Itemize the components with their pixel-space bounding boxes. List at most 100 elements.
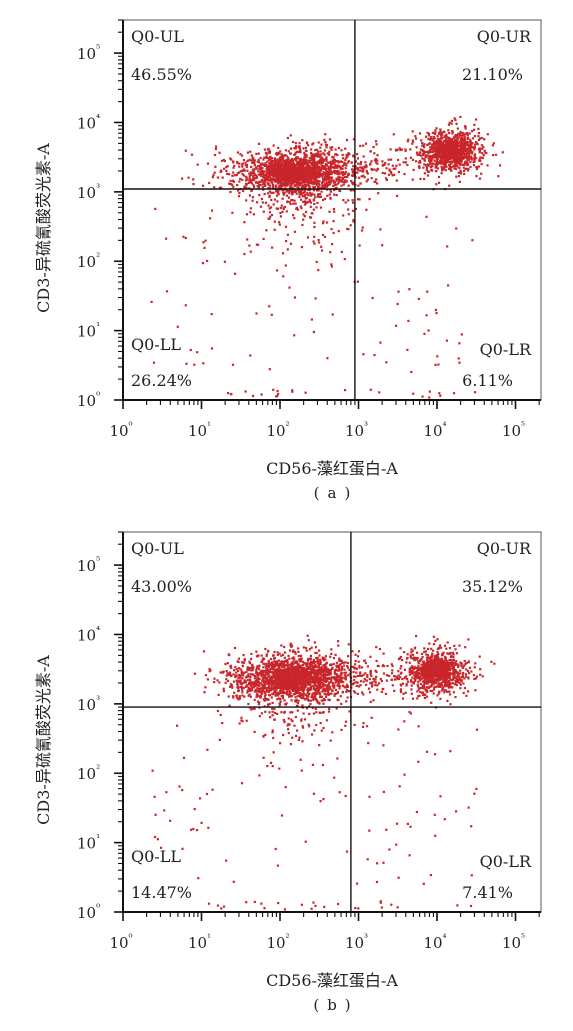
scatter-point xyxy=(314,174,318,177)
scatter-point xyxy=(248,194,251,197)
scatter-point xyxy=(340,171,343,174)
scatter-point xyxy=(239,686,242,689)
scatter-point xyxy=(253,159,256,162)
scatter-point xyxy=(263,182,266,185)
scatter-point xyxy=(376,154,379,157)
scatter-point xyxy=(444,138,447,141)
scatter-point xyxy=(311,182,314,185)
scatter-point xyxy=(325,156,328,159)
scatter-point xyxy=(343,172,346,175)
scatter-point xyxy=(229,179,232,182)
scatter-point xyxy=(264,680,267,684)
scatter-point xyxy=(329,160,332,163)
scatter-point xyxy=(338,667,341,670)
scatter-point xyxy=(293,189,296,192)
scatter-point xyxy=(351,183,354,186)
y-tick-label: 10⁴ xyxy=(77,113,100,132)
scatter-point xyxy=(305,679,308,682)
scatter-point xyxy=(320,190,323,193)
scatter-point xyxy=(464,154,467,157)
scatter-point xyxy=(360,167,364,170)
scatter-point xyxy=(256,673,259,676)
scatter-point xyxy=(313,235,316,238)
scatter-point xyxy=(397,171,401,174)
scatter-point xyxy=(315,206,318,209)
scatter-point xyxy=(259,174,263,178)
scatter-point xyxy=(327,172,331,175)
scatter-point xyxy=(439,394,442,397)
scatter-point xyxy=(307,144,310,147)
scatter-point xyxy=(343,161,346,164)
scatter-point xyxy=(344,175,347,179)
scatter-point xyxy=(269,680,272,683)
axis-ticks-a xyxy=(114,19,540,409)
scatter-point xyxy=(325,146,328,149)
scatter-point xyxy=(351,209,355,212)
scatter-point xyxy=(344,171,347,174)
scatter-point xyxy=(315,182,318,185)
scatter-point xyxy=(253,698,256,701)
scatter-point xyxy=(481,147,484,150)
scatter-point xyxy=(289,675,292,678)
scatter-point xyxy=(320,695,323,698)
scatter-point xyxy=(297,178,300,181)
scatter-point xyxy=(303,153,306,156)
scatter-point xyxy=(281,653,285,656)
scatter-point xyxy=(447,284,450,287)
scatter-point xyxy=(347,655,350,658)
scatter-point xyxy=(458,136,461,139)
scatter-point xyxy=(286,662,289,665)
scatter-point xyxy=(309,167,312,170)
scatter-point xyxy=(279,163,282,166)
scatter-point xyxy=(275,688,278,691)
scatter-point xyxy=(312,164,315,167)
scatter-point xyxy=(252,157,255,160)
scatter-point xyxy=(322,220,325,223)
scatter-point xyxy=(313,161,316,164)
scatter-point xyxy=(403,173,406,176)
scatter-point xyxy=(312,240,315,243)
scatter-point xyxy=(229,664,232,667)
scatter-point xyxy=(318,184,321,187)
scatter-point xyxy=(319,150,322,153)
scatter-point xyxy=(377,192,380,195)
scatter-point xyxy=(334,163,337,166)
scatter-point xyxy=(274,152,278,155)
scatter-point xyxy=(271,661,274,664)
scatter-point xyxy=(203,691,206,694)
scatter-point xyxy=(441,136,444,139)
scatter-point xyxy=(458,145,461,148)
scatter-point xyxy=(302,688,305,691)
scatter-point xyxy=(278,686,281,689)
scatter-point xyxy=(474,391,477,394)
scatter-point xyxy=(257,694,260,698)
scatter-point xyxy=(291,663,294,666)
scatter-point xyxy=(283,683,286,686)
scatter-point xyxy=(310,318,313,321)
scatter-point xyxy=(261,684,264,687)
scatter-point xyxy=(287,663,290,666)
scatter-point xyxy=(278,664,281,667)
scatter-point xyxy=(290,683,293,686)
scatter-point xyxy=(335,179,338,182)
scatter-point xyxy=(265,654,268,658)
scatter-point xyxy=(298,161,301,164)
scatter-point xyxy=(307,172,310,175)
scatter-point xyxy=(246,679,249,682)
scatter-point xyxy=(444,143,447,146)
scatter-point xyxy=(299,168,302,171)
scatter-point xyxy=(473,160,476,164)
scatter-point xyxy=(300,158,303,161)
scatter-point xyxy=(338,189,341,192)
scatter-point xyxy=(307,174,310,177)
scatter-point xyxy=(270,181,273,184)
scatter-point xyxy=(303,151,306,155)
scatter-point xyxy=(251,669,254,672)
scatter-point xyxy=(308,198,311,201)
scatter-point xyxy=(281,157,284,160)
scatter-point xyxy=(310,151,313,155)
scatter-point xyxy=(298,175,301,178)
scatter-point xyxy=(398,163,401,166)
scatter-point xyxy=(425,156,428,159)
scatter-point xyxy=(313,641,316,644)
